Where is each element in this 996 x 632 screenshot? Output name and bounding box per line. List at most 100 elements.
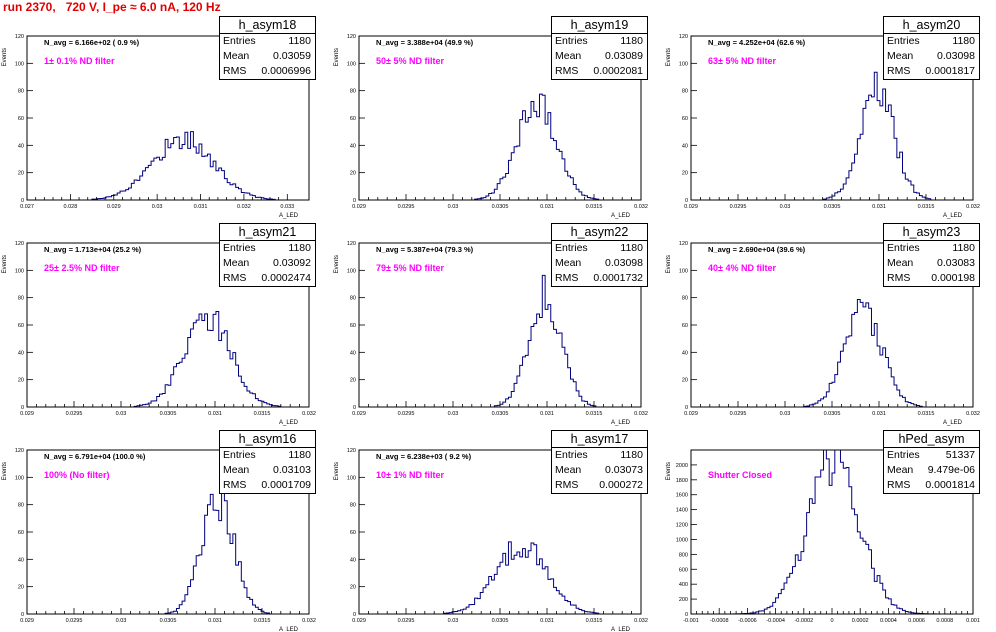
- y-tick-label: 600: [679, 567, 688, 573]
- entries-label: Entries: [887, 35, 920, 47]
- histogram-panel: 0 200 400 600 800 1000 1200 1400 1600 1800 2000 -0.…: [664, 430, 984, 632]
- n-avg-label: N_avg = 5.387e+04 (79.3 %): [376, 245, 474, 254]
- y-tick-label: 80: [350, 503, 356, 509]
- x-tick-label: 0.032: [634, 618, 648, 624]
- mean-label: Mean: [223, 257, 250, 269]
- x-tick-label: 0.031: [540, 204, 554, 210]
- histogram-series: [691, 298, 973, 408]
- rms-value: 0.0001709: [261, 479, 311, 491]
- n-avg-label: N_avg = 6.238e+03 ( 9.2 %): [376, 452, 472, 461]
- filter-label: 63± 5% ND filter: [708, 56, 776, 66]
- mean-value: 0.03059: [273, 50, 311, 62]
- y-tick-label: 100: [347, 475, 356, 481]
- x-axis-label: A_LED: [279, 213, 299, 219]
- x-tick-label: 0.03: [152, 204, 163, 210]
- y-tick-label: 40: [682, 350, 688, 356]
- y-tick-label: 100: [679, 61, 688, 67]
- rms-label: RMS: [555, 272, 579, 284]
- x-tick-label: 0.0305: [492, 411, 509, 417]
- x-tick-label: 0.0002: [852, 618, 869, 624]
- rms-label: RMS: [223, 479, 247, 491]
- y-tick-label: 100: [15, 268, 24, 274]
- x-tick-label: 0.031: [208, 618, 222, 624]
- filter-label: 10± 1% ND filter: [376, 470, 444, 480]
- stats-box: h_asym17 Entries 1180 Mean 0.03073 RMS 0.00…: [551, 430, 648, 494]
- x-tick-label: 0.029: [107, 204, 121, 210]
- entries-label: Entries: [555, 449, 588, 461]
- x-tick-label: 0.0315: [586, 204, 603, 210]
- rms-value: 0.0002081: [593, 65, 643, 77]
- y-axis-label: Events: [334, 48, 340, 66]
- x-tick-label: 0.03: [116, 411, 127, 417]
- x-axis-label: A_LED: [943, 213, 963, 219]
- y-axis-label: Events: [334, 255, 340, 273]
- rms-value: 0.000272: [599, 479, 643, 491]
- histogram-panel: 0 20 40 60 80 100 120 0.029 0.0295 0.03 0.0305 0.03…: [332, 223, 652, 426]
- mean-label: Mean: [887, 464, 914, 476]
- y-tick-label: 100: [15, 475, 24, 481]
- y-tick-label: 0: [353, 612, 356, 618]
- x-tick-label: 0.0004: [880, 618, 897, 624]
- y-tick-label: 0: [685, 612, 688, 618]
- x-tick-label: 0.0295: [730, 411, 747, 417]
- histogram-series: [359, 274, 641, 408]
- stats-box: h_asym19 Entries 1180 Mean 0.03089 RMS 0.00…: [551, 16, 648, 80]
- histogram-plot: 0 20 40 60 80 100 120 0.029 0.0295 0.03 0.0305 0.03…: [2, 241, 316, 426]
- x-tick-label: 0.031: [872, 204, 886, 210]
- x-tick-label: 0.031: [540, 618, 554, 624]
- x-tick-label: 0.031: [872, 411, 886, 417]
- y-tick-label: 0: [21, 198, 24, 204]
- y-tick-label: 20: [350, 585, 356, 591]
- mean-label: Mean: [887, 50, 914, 62]
- x-tick-label: 0.031: [540, 411, 554, 417]
- y-tick-label: 0: [353, 198, 356, 204]
- x-tick-label: 0.0295: [66, 618, 83, 624]
- x-tick-label: 0.0315: [918, 204, 935, 210]
- y-tick-label: 60: [18, 323, 24, 329]
- n-avg-label: N_avg = 2.690e+04 (39.6 %): [708, 245, 806, 254]
- y-tick-label: 80: [682, 89, 688, 95]
- entries-label: Entries: [223, 35, 256, 47]
- histogram-plot: 0 200 400 600 800 1000 1200 1400 1600 1800 2000 -0.…: [666, 449, 980, 624]
- y-axis-label: Events: [2, 48, 8, 66]
- stats-box: h_asym21 Entries 1180 Mean 0.03092 RMS 0.00…: [219, 223, 316, 287]
- x-tick-label: 0.0305: [824, 204, 841, 210]
- entries-value: 1180: [620, 242, 643, 254]
- y-tick-label: 0: [685, 405, 688, 411]
- y-tick-label: 60: [18, 530, 24, 536]
- x-tick-label: 0.0295: [398, 411, 415, 417]
- x-tick-label: -0.0002: [794, 618, 813, 624]
- filter-label: 25± 2.5% ND filter: [44, 263, 120, 273]
- histogram-series: [691, 449, 973, 615]
- rms-label: RMS: [223, 65, 247, 77]
- entries-label: Entries: [887, 242, 920, 254]
- x-axis-label: A_LED: [279, 420, 299, 426]
- n-avg-label: N_avg = 3.388e+04 (49.9 %): [376, 38, 474, 47]
- y-tick-label: 60: [18, 116, 24, 122]
- stats-box: h_asym22 Entries 1180 Mean 0.03098 RMS 0.00…: [551, 223, 648, 287]
- y-tick-label: 0: [685, 198, 688, 204]
- y-tick-label: 20: [18, 585, 24, 591]
- x-tick-label: 0.0008: [936, 618, 953, 624]
- histogram-panel: 0 20 40 60 80 100 120 0.029 0.0295 0.03 0.0305 0.03…: [332, 16, 652, 219]
- stats-box: h_asym20 Entries 1180 Mean 0.03098 RMS 0.00…: [883, 16, 980, 80]
- filter-label: 100% (No filter): [44, 470, 110, 480]
- x-tick-label: 0.001: [966, 618, 980, 624]
- n-avg-label: N_avg = 1.713e+04 (25.2 %): [44, 245, 142, 254]
- x-axis-label: A_LED: [611, 420, 631, 426]
- y-tick-label: 0: [21, 405, 24, 411]
- rms-value: 0.0001814: [925, 479, 975, 491]
- rms-value: 0.0006996: [261, 65, 311, 77]
- y-tick-label: 1800: [676, 478, 688, 484]
- histogram-series: [359, 541, 641, 615]
- rms-value: 0.0001732: [593, 272, 643, 284]
- y-tick-label: 60: [350, 116, 356, 122]
- y-tick-label: 60: [682, 323, 688, 329]
- x-tick-label: 0.03: [448, 411, 459, 417]
- y-tick-label: 120: [15, 34, 24, 40]
- y-tick-label: 80: [18, 296, 24, 302]
- stats-box: h_asym16 Entries 1180 Mean 0.03103 RMS 0.00…: [219, 430, 316, 494]
- y-tick-label: 80: [682, 296, 688, 302]
- mean-value: 0.03103: [273, 464, 311, 476]
- x-tick-label: 0.032: [966, 204, 980, 210]
